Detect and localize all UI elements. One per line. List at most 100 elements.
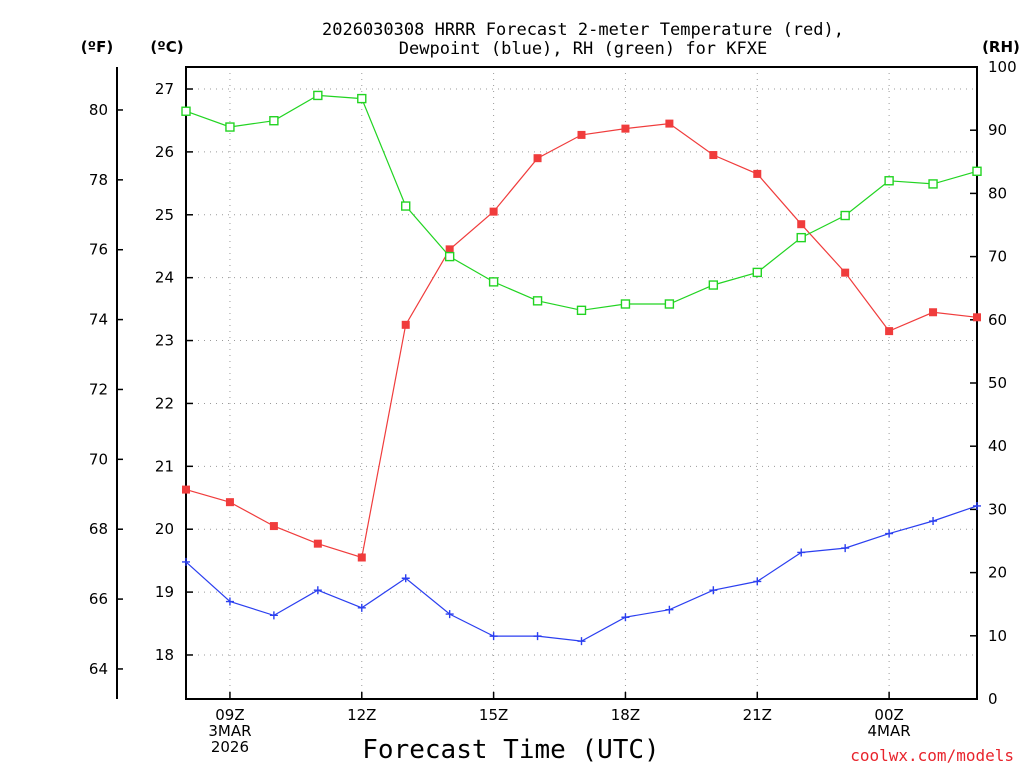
rh-point bbox=[884, 176, 894, 186]
rh-tick-label: 20 bbox=[988, 564, 1007, 582]
rh-point bbox=[532, 296, 543, 306]
rh-tick-label: 10 bbox=[988, 627, 1007, 645]
rh-point bbox=[488, 277, 499, 287]
temperature-point bbox=[973, 313, 981, 322]
temperature-point bbox=[665, 119, 674, 128]
rh-tick-label: 40 bbox=[988, 437, 1007, 455]
fahrenheit-tick-label: 78 bbox=[89, 171, 108, 189]
x-tick-label: 12Z bbox=[347, 706, 376, 724]
temperature-point bbox=[797, 220, 806, 229]
temperature-point bbox=[621, 124, 630, 133]
rh-point bbox=[928, 179, 938, 189]
x-tick-label: 4MAR bbox=[868, 722, 911, 740]
temperature-point bbox=[445, 245, 454, 254]
dewpoint-point bbox=[182, 557, 190, 566]
credit-text: coolwx.com/models bbox=[850, 746, 1014, 765]
rh-point bbox=[181, 106, 191, 116]
chart-title-line1: 2026030308 HRRR Forecast 2-meter Tempera… bbox=[322, 20, 844, 40]
celsius-tick-label: 20 bbox=[155, 520, 174, 538]
dewpoint-point bbox=[885, 529, 894, 538]
rh-tick-label: 100 bbox=[988, 58, 1017, 76]
temperature-point bbox=[929, 308, 938, 317]
rh-tick-label: 0 bbox=[988, 690, 998, 708]
x-tick-label: 00Z bbox=[874, 706, 903, 724]
temperature-point bbox=[313, 539, 322, 548]
dewpoint-point bbox=[973, 501, 981, 510]
celsius-tick-label: 26 bbox=[155, 143, 174, 161]
dewpoint-point bbox=[665, 605, 674, 614]
temperature-point bbox=[489, 207, 498, 216]
x-tick-label: 15Z bbox=[479, 706, 508, 724]
temperature-point bbox=[357, 553, 366, 562]
fahrenheit-tick-label: 66 bbox=[89, 590, 108, 608]
rh-point bbox=[840, 210, 850, 221]
rh-tick-label: 60 bbox=[988, 311, 1007, 329]
rh-point bbox=[972, 166, 982, 176]
rh-point bbox=[620, 299, 631, 309]
temperature-point bbox=[753, 169, 762, 178]
dewpoint-point bbox=[445, 610, 454, 619]
dewpoint-point bbox=[269, 611, 278, 620]
rh-tick-label: 50 bbox=[988, 374, 1007, 392]
dewpoint-point bbox=[401, 574, 410, 583]
fahrenheit-tick-label: 64 bbox=[89, 660, 108, 678]
rh-point bbox=[752, 267, 762, 278]
celsius-tick-label: 24 bbox=[155, 269, 174, 287]
rh-point bbox=[708, 280, 719, 290]
fahrenheit-unit-label: (ºF) bbox=[81, 38, 113, 56]
rh-point bbox=[444, 251, 455, 262]
rh-tick-label: 90 bbox=[988, 121, 1007, 139]
rh-point bbox=[225, 122, 235, 132]
rh-tick-label: 30 bbox=[988, 500, 1007, 518]
fahrenheit-tick-label: 72 bbox=[89, 380, 108, 398]
temperature-point bbox=[533, 154, 542, 163]
fahrenheit-tick-label: 76 bbox=[89, 241, 108, 259]
rh-point bbox=[796, 232, 806, 243]
temperature-point bbox=[885, 327, 894, 336]
rh-point bbox=[401, 201, 411, 211]
plot-frame bbox=[185, 66, 978, 700]
celsius-tick-label: 21 bbox=[155, 457, 174, 475]
dewpoint-point bbox=[753, 577, 762, 586]
fahrenheit-tick-label: 70 bbox=[89, 450, 108, 468]
rh-point bbox=[357, 93, 367, 104]
dewpoint-point bbox=[797, 548, 806, 557]
dewpoint-point bbox=[357, 603, 366, 612]
data-series bbox=[181, 90, 982, 646]
x-tick-label: 3MAR bbox=[208, 722, 251, 740]
rh-unit-label: (RH) bbox=[982, 38, 1020, 56]
dewpoint-point bbox=[841, 544, 850, 553]
fahrenheit-tick-label: 68 bbox=[89, 520, 108, 538]
rh-tick-label: 70 bbox=[988, 248, 1007, 266]
x-tick-label: 2026 bbox=[211, 738, 249, 756]
celsius-tick-label: 25 bbox=[155, 206, 174, 224]
temperature-point bbox=[225, 498, 234, 507]
celsius-unit-label: (ºC) bbox=[150, 38, 183, 56]
rh-tick-label: 80 bbox=[988, 184, 1007, 202]
temperature-point bbox=[709, 151, 718, 160]
chart-title-line2: Dewpoint (blue), RH (green) for KFXE bbox=[399, 39, 767, 59]
celsius-tick-label: 23 bbox=[155, 332, 174, 350]
dewpoint-point bbox=[929, 517, 938, 526]
tick-labels: 18 19 20 21 22 23 24 25 26 27 64 66 68 70 72 74 76 78 80 0 1… bbox=[89, 58, 1017, 756]
dewpoint-point bbox=[621, 613, 630, 622]
celsius-tick-label: 22 bbox=[155, 394, 174, 412]
temperature-point bbox=[182, 485, 190, 494]
rh-point bbox=[269, 116, 279, 126]
x-axis-label: Forecast Time (UTC) bbox=[362, 735, 659, 765]
dewpoint-point bbox=[313, 586, 322, 595]
temperature-point bbox=[269, 522, 278, 531]
temperature-point bbox=[577, 130, 586, 139]
rh-point bbox=[664, 299, 675, 309]
x-tick-label: 09Z bbox=[215, 706, 244, 724]
temperature-point bbox=[841, 268, 850, 277]
celsius-tick-label: 19 bbox=[155, 583, 174, 601]
dewpoint-point bbox=[709, 586, 718, 595]
dewpoint-point bbox=[577, 637, 586, 646]
rh-point bbox=[576, 305, 587, 316]
celsius-tick-label: 27 bbox=[155, 80, 174, 98]
x-tick-label: 18Z bbox=[611, 706, 640, 724]
dewpoint-point bbox=[489, 632, 498, 641]
rh-point bbox=[313, 90, 323, 101]
